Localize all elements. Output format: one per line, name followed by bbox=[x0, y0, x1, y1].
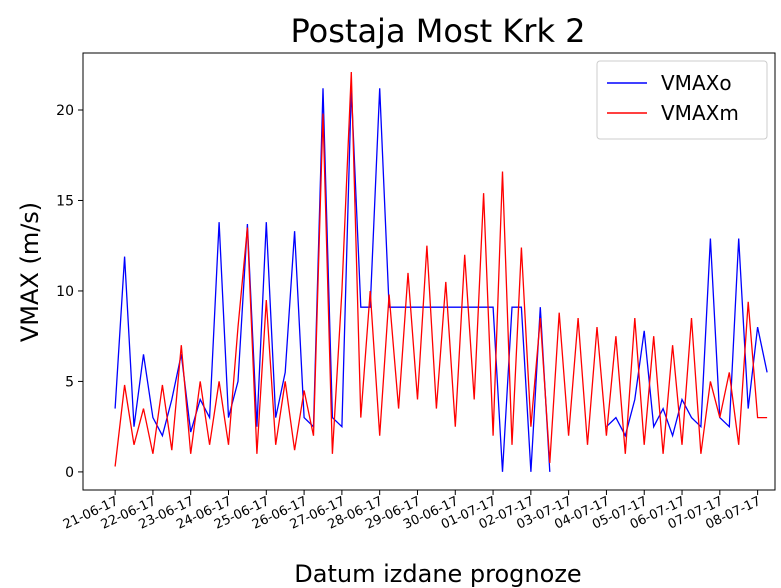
y-tick-label: 5 bbox=[65, 374, 74, 390]
data-line bbox=[114, 88, 768, 472]
legend-box bbox=[596, 60, 768, 140]
y-tick-label: 10 bbox=[56, 284, 74, 300]
x-axis-label: Datum izdane prognoze bbox=[294, 560, 581, 588]
y-tick-label: 20 bbox=[56, 103, 74, 119]
legend-label: VMAXm bbox=[661, 101, 739, 125]
y-tick-label: 15 bbox=[56, 193, 74, 209]
y-axis-label: VMAX (m/s) bbox=[16, 202, 44, 342]
plot-frame bbox=[82, 52, 776, 491]
data-line bbox=[114, 71, 768, 467]
chart-title: Postaja Most Krk 2 bbox=[290, 12, 585, 50]
legend: VMAXo VMAXm bbox=[596, 60, 768, 140]
y-tick-label: 0 bbox=[65, 465, 74, 481]
legend-label: VMAXo bbox=[661, 71, 732, 95]
